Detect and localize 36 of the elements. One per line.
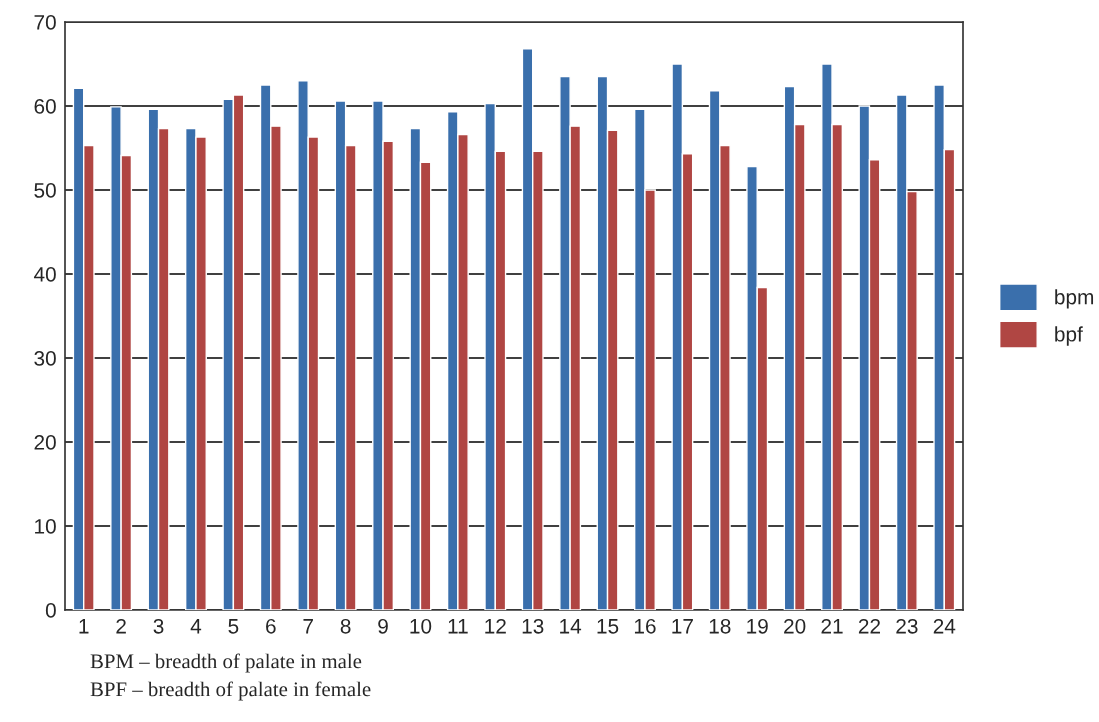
y-tick-label: 70	[34, 15, 56, 30]
x-tick-label: 20	[784, 618, 806, 634]
x-tick-label: 3	[153, 618, 164, 634]
text: BPM – breadth of palate in male	[90, 653, 362, 673]
x-tick-label: 21	[821, 618, 843, 634]
x-tick-label: 18	[709, 618, 731, 634]
x-tick-label: 10	[410, 618, 432, 634]
text: BPF – breadth of palate in female	[90, 681, 371, 701]
x-tick-label: 13	[522, 618, 544, 634]
y-tick-label: 20	[34, 435, 56, 450]
x-tick-label: 5	[228, 619, 239, 634]
y-tick-label: 30	[34, 351, 56, 366]
x-tick-label: 14	[560, 619, 582, 634]
legend-label: bpm	[1055, 289, 1094, 309]
x-tick-label: 11	[448, 619, 468, 634]
x-tick-label: 24	[933, 618, 956, 634]
x-tick-label: 8	[340, 618, 351, 634]
x-tick-label: 12	[485, 618, 506, 634]
x-tick-label: 7	[303, 619, 313, 634]
y-tick-label: 10	[35, 519, 56, 534]
x-tick-label: 22	[858, 618, 880, 634]
x-tick-label: 19	[747, 618, 768, 634]
x-tick-label: 9	[378, 618, 388, 634]
x-tick-label: 15	[597, 619, 619, 634]
y-tick-label: 40	[33, 267, 56, 282]
x-tick-label: 4	[190, 619, 202, 634]
legend-label: bpf	[1055, 326, 1083, 346]
x-tick-label: 17	[672, 619, 693, 634]
x-tick-label: 23	[896, 618, 918, 634]
y-tick-label: 50	[34, 183, 56, 198]
x-tick-label: 6	[266, 618, 276, 634]
x-tick-label: 2	[116, 618, 126, 634]
x-tick-label: 1	[79, 619, 89, 634]
x-tick-label: 16	[634, 618, 656, 634]
y-tick-label: 0	[45, 603, 56, 618]
y-tick-label: 60	[34, 99, 56, 114]
